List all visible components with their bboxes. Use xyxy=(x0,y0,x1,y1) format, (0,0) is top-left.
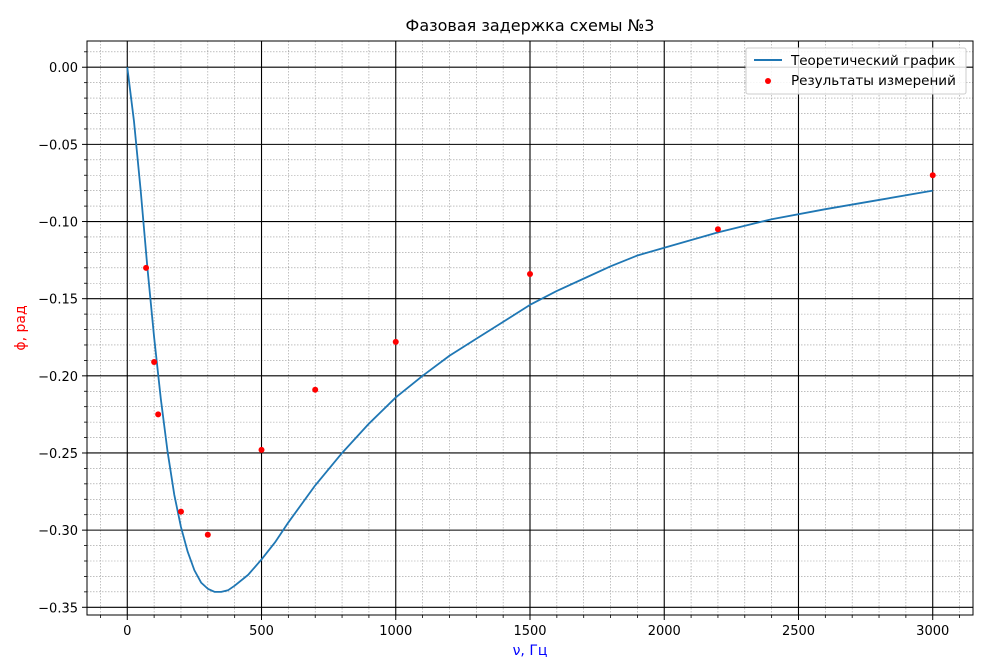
measurement-point xyxy=(204,531,211,538)
x-tick-label: 0 xyxy=(123,624,131,639)
x-tick-label: 2500 xyxy=(782,624,815,639)
y-tick-label: −0.15 xyxy=(38,293,78,308)
legend-box xyxy=(745,47,967,95)
legend-label-measurements: Результаты измерений xyxy=(791,73,956,89)
measurement-point xyxy=(714,226,721,233)
x-tick-label: 1500 xyxy=(513,624,546,639)
y-tick-label: 0.00 xyxy=(49,61,78,76)
axis-ticks: 0 500 1000 1500 2000 2500 3000 0.00 −0.05 −0.10 −0… xyxy=(38,51,960,639)
y-tick-label: −0.05 xyxy=(38,138,78,153)
x-tick-label: 500 xyxy=(249,624,274,639)
minor-grid xyxy=(87,41,973,615)
chart-title: Фазовая задержка схемы №3 xyxy=(406,16,655,35)
y-tick-label: −0.25 xyxy=(38,447,78,462)
measurement-point xyxy=(312,386,319,393)
measurement-point xyxy=(155,411,162,418)
legend: Теоретический график Результаты измерени… xyxy=(745,47,967,95)
measurement-point xyxy=(929,172,936,179)
theory-line xyxy=(126,67,933,593)
y-tick-label: −0.30 xyxy=(38,524,78,539)
measurement-point xyxy=(527,270,533,277)
x-tick-label: 2000 xyxy=(648,624,681,639)
x-tick-label: 3000 xyxy=(916,624,949,639)
measurement-point xyxy=(177,508,184,515)
series-layer xyxy=(126,67,936,593)
y-tick-label: −0.20 xyxy=(38,370,78,385)
x-axis-label: ν, Гц xyxy=(513,643,548,659)
legend-marker-swatch xyxy=(765,78,771,84)
measurement-point xyxy=(143,264,150,271)
y-tick-label: −0.35 xyxy=(38,601,78,616)
measurement-point xyxy=(392,338,399,345)
measurement-point xyxy=(151,358,158,365)
x-tick-label: 1000 xyxy=(379,624,412,639)
measurement-point xyxy=(258,446,265,453)
y-axis-label: ϕ, рад xyxy=(13,305,29,350)
major-grid xyxy=(87,41,973,615)
y-tick-label: −0.10 xyxy=(38,216,78,231)
legend-label-theory: Теоретический график xyxy=(790,53,955,69)
